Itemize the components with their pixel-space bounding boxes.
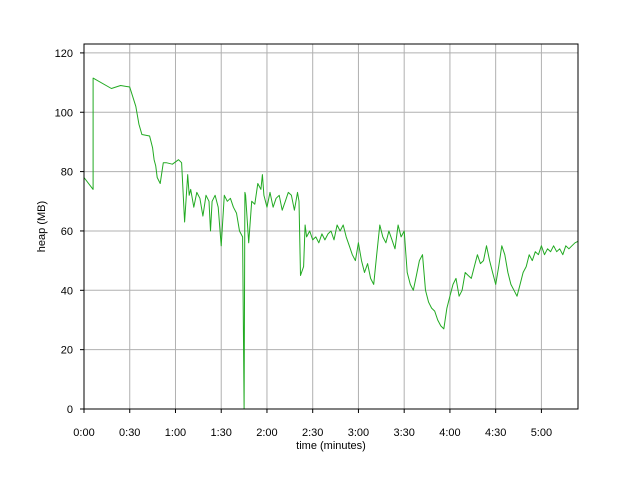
gridlines xyxy=(83,44,578,410)
y-tick-label-2: 40 xyxy=(61,285,73,297)
series-line-0 xyxy=(83,77,579,410)
ticks: 0:00 0:30 1:00 1:30 2:00 2:30 3:00 3:30 4:00 4:30… xyxy=(55,48,552,439)
y-tick-label-5: 100 xyxy=(55,107,73,119)
x-tick-label-6: 3:00 xyxy=(348,427,369,439)
x-tick-label-5: 2:30 xyxy=(302,427,323,439)
x-tick-label-10: 5:00 xyxy=(531,427,552,439)
x-tick-label-3: 1:30 xyxy=(211,427,232,439)
x-axis-label: time (minutes) xyxy=(296,440,366,452)
y-tick-label-3: 60 xyxy=(61,226,73,238)
x-tick-label-4: 2:00 xyxy=(256,427,277,439)
x-tick-label-9: 4:30 xyxy=(485,427,506,439)
series-layer xyxy=(83,77,579,410)
plot-frame xyxy=(83,43,579,410)
y-tick-label-0: 0 xyxy=(67,404,73,416)
x-tick-label-7: 3:30 xyxy=(393,427,414,439)
y-tick-label-6: 120 xyxy=(55,48,73,60)
x-tick-label-2: 1:00 xyxy=(165,427,186,439)
y-axis-label: heap (MB) xyxy=(36,201,48,252)
y-tick-label-1: 20 xyxy=(61,345,73,357)
x-tick-label-1: 0:30 xyxy=(119,427,140,439)
y-tick-label-4: 80 xyxy=(61,167,73,179)
x-tick-label-8: 4:00 xyxy=(439,427,460,439)
x-tick-label-0: 0:00 xyxy=(73,427,94,439)
